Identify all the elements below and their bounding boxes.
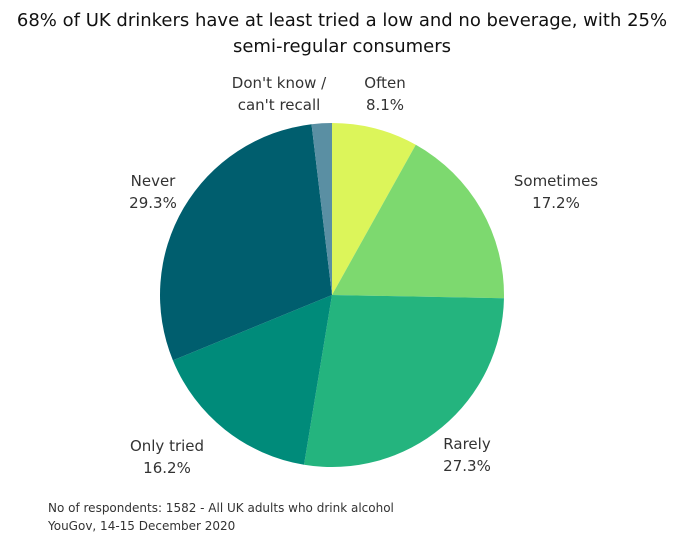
chart-title: 68% of UK drinkers have at least tried a… [16, 10, 668, 57]
slice-label: Often [364, 74, 406, 92]
slice-label: Never [130, 172, 176, 190]
pie-slice [311, 123, 332, 295]
slice-label: Rarely [443, 435, 491, 453]
slice-value-label: 17.2% [532, 194, 580, 212]
pie-slice [332, 144, 504, 299]
slice-value-label: 29.3% [129, 194, 177, 212]
slice-label: Don't know / can't recall [231, 74, 327, 114]
pie-slice [160, 124, 332, 361]
footnote: No of respondents: 1582 - All UK adults … [48, 501, 394, 515]
slice-value-label: 27.3% [443, 457, 491, 475]
slice-value-label: 8.1% [365, 96, 405, 114]
slice-value-label: 16.2% [143, 459, 191, 477]
slice-label: Only tried [129, 437, 205, 455]
pie-slice [304, 295, 504, 467]
pie-slice [332, 123, 416, 295]
pie-slice [172, 295, 332, 465]
slice-label: Sometimes [513, 172, 599, 190]
footnote: YouGov, 14-15 December 2020 [48, 519, 236, 533]
